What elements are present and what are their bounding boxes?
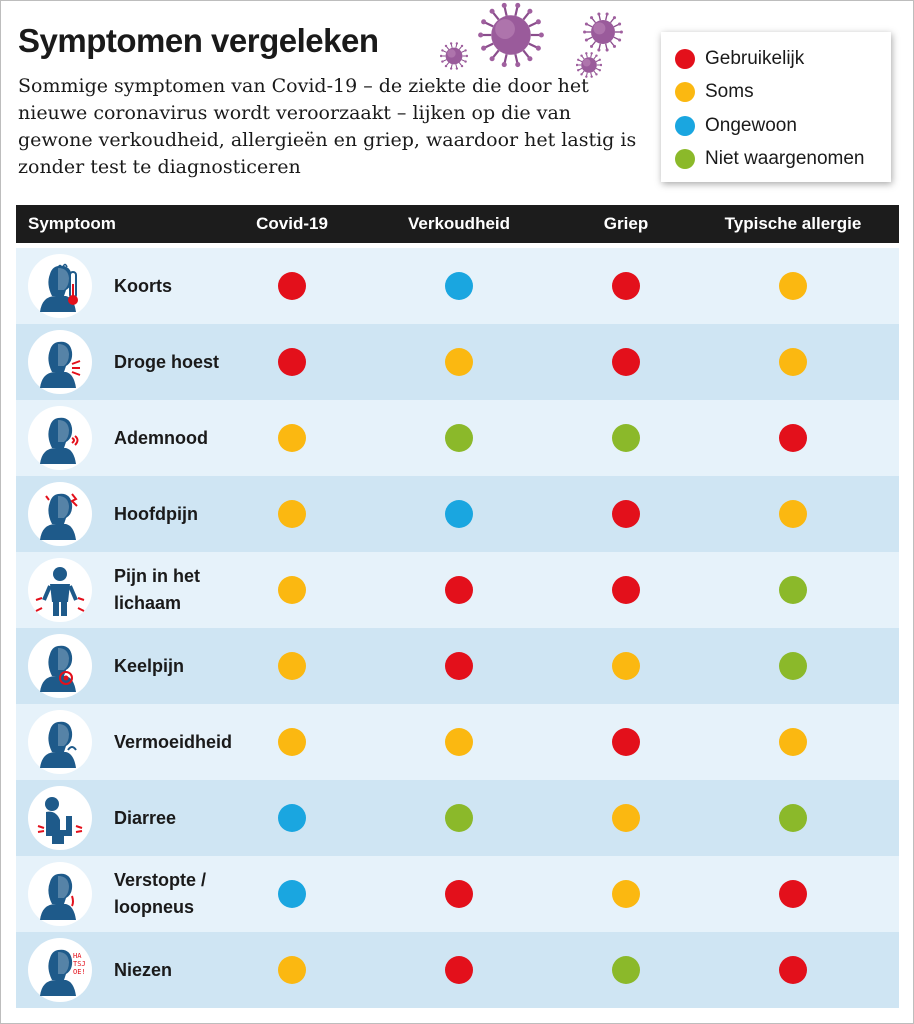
rating-dot-soms bbox=[779, 500, 807, 528]
rating-dot-niet bbox=[779, 804, 807, 832]
legend-label: Ongewoon bbox=[705, 115, 797, 136]
svg-text:HA: HA bbox=[73, 952, 82, 960]
rating-dot-gebruikelijk bbox=[278, 348, 306, 376]
symptom-label: Keelpijn bbox=[114, 655, 185, 676]
legend-label: Soms bbox=[705, 81, 754, 102]
rating-dot-soms bbox=[612, 804, 640, 832]
rating-dot-soms bbox=[779, 728, 807, 756]
symptom-label: Hoofdpijn bbox=[114, 503, 198, 524]
rating-dot-gebruikelijk bbox=[445, 956, 473, 984]
intro-text: Sommige symptomen van Covid-19 – de ziek… bbox=[18, 75, 637, 178]
svg-text:OE!: OE! bbox=[73, 968, 86, 976]
rating-dot-ongewoon bbox=[445, 500, 473, 528]
column-header-symptoom: Symptoom bbox=[28, 214, 116, 233]
rating-dot-ongewoon bbox=[445, 272, 473, 300]
rating-dot-ongewoon bbox=[278, 804, 306, 832]
rating-dot-niet bbox=[779, 576, 807, 604]
table-row: Vermoeidheid bbox=[16, 704, 899, 780]
symptom-label: Niezen bbox=[114, 959, 173, 980]
legend-item-gebruikelijk: Gebruikelijk bbox=[675, 44, 804, 74]
legend-dot-green bbox=[675, 149, 695, 169]
fever-thermometer-icon bbox=[28, 254, 92, 318]
rating-dot-soms bbox=[445, 728, 473, 756]
rating-dot-soms bbox=[278, 576, 306, 604]
table-row: Droge hoest bbox=[16, 324, 899, 400]
rating-dot-gebruikelijk bbox=[445, 880, 473, 908]
virus-illustration-large bbox=[478, 2, 544, 68]
virus-illustration-medium bbox=[583, 12, 623, 52]
sneeze-icon: HA TSJ OE! bbox=[28, 938, 92, 1002]
table-header: Symptoom Covid-19 Verkoudheid Griep Typi… bbox=[16, 205, 899, 243]
rating-dot-soms bbox=[278, 956, 306, 984]
symptom-label: Diarree bbox=[114, 807, 177, 828]
symptom-label: Pijn in het lichaam bbox=[114, 566, 201, 613]
body-pain-icon bbox=[28, 558, 92, 622]
headache-icon bbox=[28, 482, 92, 546]
column-header-verkoudheid: Verkoudheid bbox=[407, 214, 511, 233]
rating-dot-niet bbox=[612, 424, 640, 452]
symptom-label: Ademnood bbox=[114, 427, 208, 448]
table-row: Ademnood bbox=[16, 400, 899, 476]
cough-icon bbox=[28, 330, 92, 394]
virus-illustration-tiny bbox=[576, 52, 602, 78]
rating-dot-soms bbox=[779, 272, 807, 300]
rating-dot-ongewoon bbox=[278, 880, 306, 908]
table-row: Keelpijn bbox=[16, 628, 899, 704]
legend-label: Gebruikelijk bbox=[705, 48, 805, 69]
legend-item-ongewoon: Ongewoon bbox=[675, 111, 797, 141]
symptom-label: Vermoeidheid bbox=[114, 731, 233, 752]
rating-dot-gebruikelijk bbox=[445, 652, 473, 680]
legend-item-soms: Soms bbox=[675, 77, 754, 107]
table-row: Koorts bbox=[16, 248, 899, 324]
rating-dot-soms bbox=[278, 500, 306, 528]
legend-dot-yellow bbox=[675, 82, 695, 102]
svg-text:TSJ: TSJ bbox=[73, 960, 86, 968]
rating-dot-soms bbox=[445, 348, 473, 376]
rating-dot-soms bbox=[278, 728, 306, 756]
column-header-covid: Covid-19 bbox=[256, 214, 328, 233]
symptom-label: Verstopte / loopneus bbox=[114, 870, 207, 917]
diarrhea-icon bbox=[28, 786, 92, 850]
table-row: Hoofdpijn bbox=[16, 476, 899, 552]
runny-nose-icon bbox=[28, 862, 92, 926]
rating-dot-niet bbox=[612, 956, 640, 984]
rating-dot-gebruikelijk bbox=[612, 728, 640, 756]
rating-dot-gebruikelijk bbox=[445, 576, 473, 604]
legend: Gebruikelijk Soms Ongewoon Niet waargeno… bbox=[661, 32, 891, 182]
rating-dot-gebruikelijk bbox=[612, 348, 640, 376]
table-row: Diarree bbox=[16, 780, 899, 856]
rating-dot-niet bbox=[779, 652, 807, 680]
column-header-griep: Griep bbox=[603, 214, 649, 233]
table-row: Verstopte / loopneus bbox=[16, 856, 899, 932]
rating-dot-soms bbox=[278, 652, 306, 680]
rating-dot-gebruikelijk bbox=[612, 576, 640, 604]
rating-dot-gebruikelijk bbox=[779, 956, 807, 984]
rating-dot-niet bbox=[445, 804, 473, 832]
rating-dot-niet bbox=[445, 424, 473, 452]
rating-dot-soms bbox=[612, 880, 640, 908]
rating-dot-gebruikelijk bbox=[779, 880, 807, 908]
legend-dot-red bbox=[675, 49, 695, 69]
table-row: HA TSJ OE! Niezen bbox=[16, 932, 899, 1008]
rating-dot-gebruikelijk bbox=[612, 500, 640, 528]
table-row: Pijn in het lichaam bbox=[16, 552, 899, 628]
column-header-allergie: Typische allergie bbox=[724, 214, 862, 233]
rating-dot-gebruikelijk bbox=[779, 424, 807, 452]
sore-throat-icon bbox=[28, 634, 92, 698]
rating-dot-gebruikelijk bbox=[612, 272, 640, 300]
page-title: Symptomen vergeleken bbox=[18, 22, 379, 59]
legend-dot-blue bbox=[675, 116, 695, 136]
legend-label: Niet waargenomen bbox=[705, 148, 865, 169]
symptom-label: Droge hoest bbox=[114, 351, 220, 372]
breathing-icon bbox=[28, 406, 92, 470]
fatigue-icon bbox=[28, 710, 92, 774]
symptom-label: Koorts bbox=[114, 275, 172, 296]
rating-dot-soms bbox=[612, 652, 640, 680]
rating-dot-soms bbox=[278, 424, 306, 452]
rating-dot-soms bbox=[779, 348, 807, 376]
legend-item-niet-waargenomen: Niet waargenomen bbox=[675, 144, 864, 174]
rating-dot-gebruikelijk bbox=[278, 272, 306, 300]
virus-illustration-small bbox=[440, 42, 468, 70]
